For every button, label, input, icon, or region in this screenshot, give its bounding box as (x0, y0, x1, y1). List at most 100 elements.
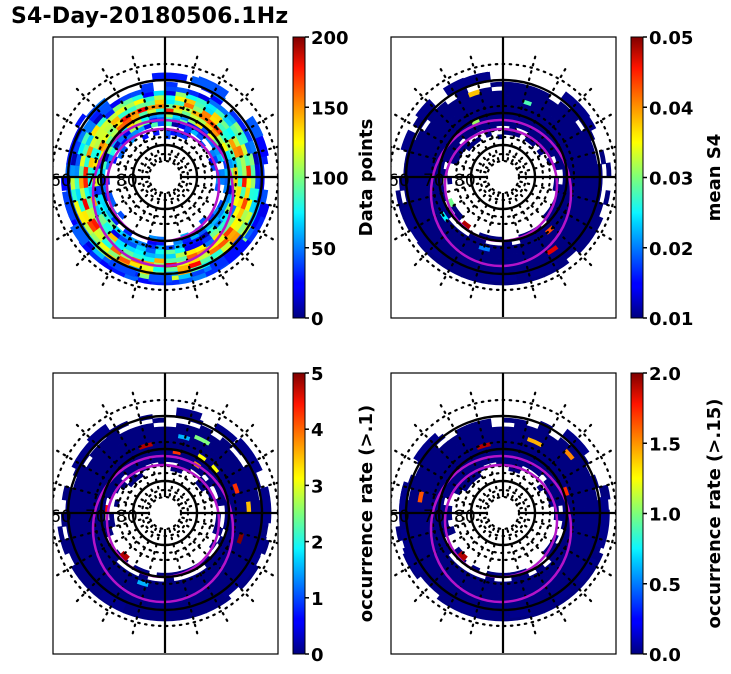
heatmap-bin (575, 239, 590, 254)
heatmap-bin (214, 444, 227, 456)
heatmap-bin (562, 529, 570, 540)
heatmap-bin (528, 464, 538, 473)
heatmap-bin (476, 442, 491, 450)
heatmap-bin (229, 460, 241, 473)
heatmap-bin (564, 126, 575, 139)
heatmap-bin (571, 555, 582, 569)
heatmap-bin (416, 501, 422, 514)
heatmap-bin (491, 258, 504, 264)
heatmap-bin (131, 252, 145, 261)
heatmap-bin (110, 127, 120, 139)
colorbar-label: occurrence rate (>.1) (356, 405, 377, 622)
heatmap-bin (466, 596, 480, 606)
heatmap-bin (477, 418, 492, 426)
heatmap-bin (422, 133, 433, 147)
heatmap-bin (85, 532, 94, 545)
heatmap-bin (109, 98, 123, 109)
heatmap-bin (573, 207, 584, 221)
heatmap-bin (198, 484, 206, 492)
heatmap-bin (439, 255, 454, 268)
heatmap-bin (521, 244, 534, 253)
heatmap-bin (133, 248, 146, 257)
heatmap-bin (534, 227, 546, 237)
heatmap-bin (455, 255, 469, 266)
heatmap-bin (564, 462, 575, 475)
heatmap-bin (542, 602, 558, 614)
heatmap-bin (543, 142, 552, 152)
heatmap-bin (77, 534, 86, 549)
heatmap-bin (136, 461, 146, 469)
heatmap-bin (570, 531, 579, 544)
heatmap-bin (243, 547, 254, 561)
heatmap-bin (423, 481, 432, 494)
heatmap-bin (136, 579, 149, 588)
heatmap-bin (105, 134, 115, 146)
heatmap-bin (82, 221, 94, 236)
heatmap-bin (435, 129, 446, 141)
heatmap-bin (425, 512, 431, 524)
heatmap-bin (175, 422, 189, 430)
heatmap-bin (569, 471, 580, 484)
heatmap-bin (192, 105, 205, 114)
heatmap-bin (217, 573, 230, 586)
heatmap-bin (569, 542, 580, 555)
heatmap-bin (72, 200, 82, 214)
heatmap-bin (526, 260, 540, 270)
heatmap-bin (181, 133, 189, 141)
heatmap-bin (457, 428, 471, 439)
heatmap-bin (122, 453, 134, 463)
heatmap-bin (210, 127, 220, 139)
heatmap-bin (93, 462, 104, 475)
heatmap-bin (225, 112, 238, 125)
heatmap-bin (177, 434, 191, 441)
heatmap-bin (80, 467, 91, 481)
heatmap-bin (395, 526, 404, 542)
heatmap-bin (427, 109, 440, 123)
heatmap-bin (125, 441, 138, 450)
heatmap-bin (567, 124, 579, 137)
heatmap-bin (164, 249, 176, 255)
colorbar-tick-label: 50 (311, 239, 336, 260)
heatmap-bin (459, 96, 473, 107)
heatmap-bin (502, 594, 515, 600)
heatmap-bin (461, 243, 474, 254)
heatmap-bin (215, 470, 225, 482)
heatmap-bin (410, 476, 420, 490)
heatmap-bin (106, 231, 119, 243)
heatmap-bin (533, 96, 547, 107)
heatmap-bin (523, 99, 532, 107)
heatmap-bin (471, 433, 484, 442)
heatmap-bin (416, 165, 422, 178)
heatmap-bin (120, 137, 129, 147)
heatmap-bin (119, 550, 130, 562)
heatmap-bin (243, 211, 254, 225)
heatmap-bin (441, 121, 452, 133)
heatmap-bin (557, 118, 569, 131)
heatmap-bin (436, 193, 444, 204)
colorbar-tick-label: 0.5 (649, 575, 681, 596)
heatmap-bin (452, 105, 465, 116)
heatmap-bin (490, 81, 504, 88)
heatmap-bin (537, 424, 551, 435)
heatmap-bin (203, 574, 216, 585)
heatmap-bin (560, 115, 572, 128)
heatmap-bin (222, 129, 233, 141)
heatmap-bin (435, 213, 446, 225)
heatmap-bin (522, 125, 532, 133)
heatmap-bin (427, 217, 439, 230)
heatmap-bin (154, 435, 166, 441)
heatmap-bin (447, 245, 461, 256)
heatmap-bin (502, 589, 515, 596)
heatmap-bin (479, 86, 493, 94)
heatmap-bin (243, 129, 254, 143)
heatmap-bin (592, 176, 599, 190)
heatmap-bin (439, 537, 448, 548)
heatmap-bin (455, 424, 469, 435)
heatmap-bin (557, 576, 571, 589)
heatmap-bin (98, 258, 114, 272)
heatmap-bin (447, 176, 453, 185)
heatmap-bin (577, 467, 588, 481)
heatmap-bin (557, 512, 564, 522)
heatmap-bin (574, 454, 586, 469)
heatmap-bin (216, 457, 227, 469)
